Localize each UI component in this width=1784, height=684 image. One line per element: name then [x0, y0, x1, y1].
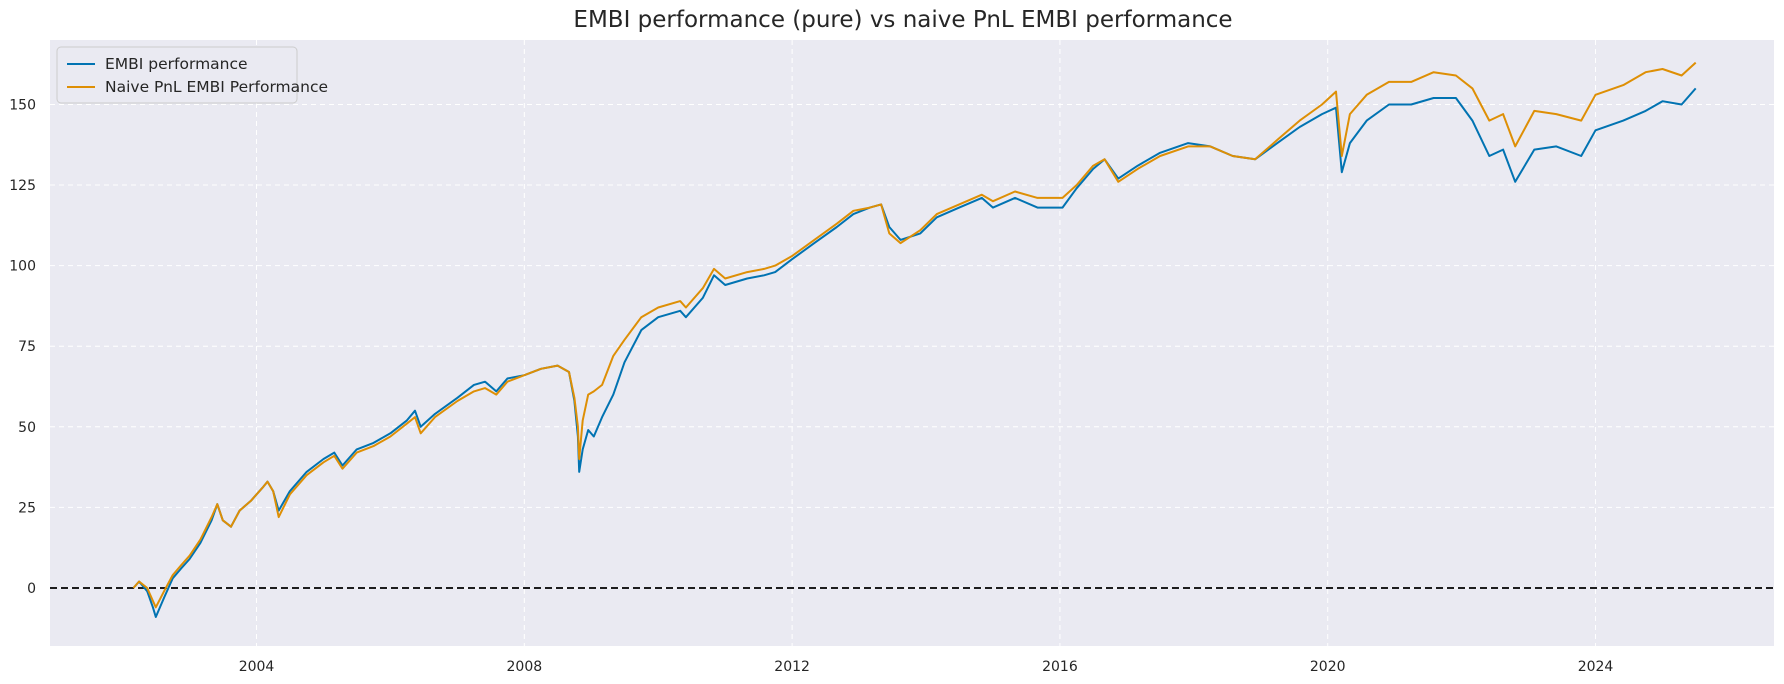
y-axis-ticks: 0 25 50 75 100 125 150: [9, 97, 36, 597]
y-tick-label: 0: [27, 581, 36, 597]
y-tick-label: 50: [18, 420, 36, 436]
grid-lines: [50, 40, 1774, 646]
x-tick-label: 2004: [239, 659, 275, 675]
legend-box: [56, 46, 298, 104]
y-tick-label: 150: [9, 97, 36, 113]
y-tick-label: 125: [9, 178, 36, 194]
x-axis-ticks: 2004 2008 2012 2016 2020 2024: [239, 659, 1614, 675]
legend-label: EMBI performance: [105, 55, 248, 73]
x-tick-label: 2012: [774, 659, 810, 675]
x-tick-label: 2016: [1042, 659, 1078, 675]
chart-title: EMBI performance (pure) vs naive PnL EMB…: [573, 7, 1232, 33]
y-tick-label: 75: [18, 339, 36, 355]
series-lines: [132, 61, 1697, 618]
y-tick-label: 100: [9, 259, 36, 275]
x-tick-label: 2024: [1578, 659, 1614, 675]
legend-label: Naive PnL EMBI Performance: [105, 78, 328, 96]
y-tick-label: 25: [18, 500, 36, 516]
plot-area: [50, 40, 1774, 646]
x-tick-label: 2020: [1310, 659, 1346, 675]
series-line-1: [132, 61, 1697, 609]
legend: EMBI performance Naive PnL EMBI Performan…: [56, 46, 328, 104]
x-tick-label: 2008: [507, 659, 543, 675]
